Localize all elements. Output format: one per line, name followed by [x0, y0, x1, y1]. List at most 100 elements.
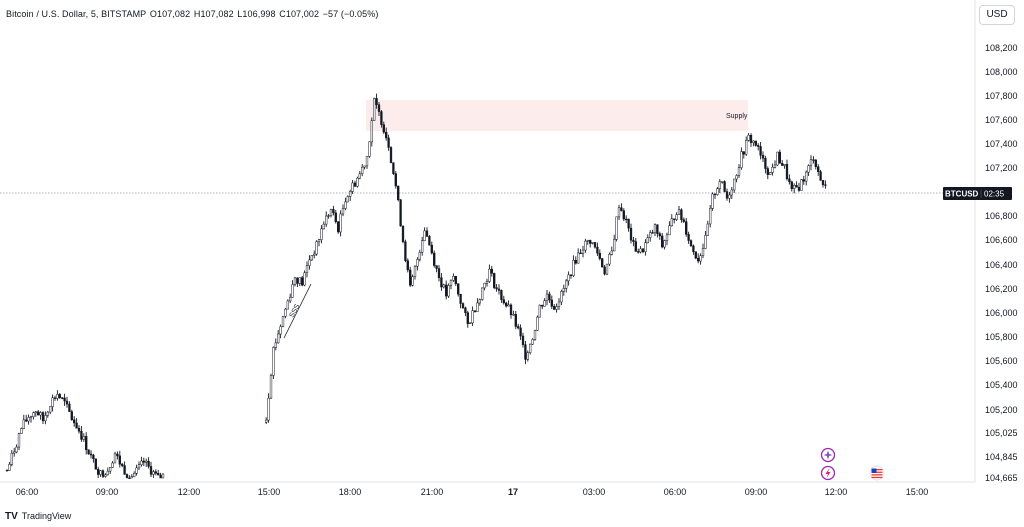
candle	[313, 250, 316, 259]
candle	[351, 180, 354, 195]
candle	[517, 323, 520, 330]
candle	[761, 151, 765, 162]
candle	[725, 188, 729, 201]
candle	[735, 174, 738, 183]
candle	[10, 450, 13, 467]
candle	[125, 473, 129, 479]
candle	[116, 451, 119, 460]
candle	[529, 343, 532, 355]
symbol-legend[interactable]: Bitcoin / U.S. Dollar, 5, BITSTAMP O107,…	[6, 9, 379, 19]
candle	[783, 164, 786, 169]
candle	[37, 409, 40, 416]
candle	[579, 248, 582, 254]
candle	[418, 249, 421, 262]
candle	[759, 142, 762, 160]
candle	[483, 282, 486, 291]
candle	[317, 238, 321, 247]
lightning-icon[interactable]	[820, 465, 836, 481]
y-tick-label: 104,845	[985, 452, 1018, 462]
candle	[473, 310, 477, 313]
candle	[68, 401, 71, 412]
y-tick-label: 108,000	[985, 67, 1018, 77]
x-tick-label: 12:00	[178, 487, 201, 497]
candle	[790, 180, 793, 192]
tradingview-footer[interactable]: TV TradingView	[5, 509, 71, 523]
supply-zone[interactable]: Supply	[366, 100, 748, 131]
us-flag-icon[interactable]	[869, 465, 885, 481]
candle	[382, 121, 385, 134]
candle	[776, 151, 779, 167]
candle	[80, 425, 83, 442]
badge-countdown: 02:35	[984, 190, 1005, 199]
candle	[274, 338, 277, 351]
candle	[308, 255, 311, 270]
candle	[133, 471, 136, 478]
candle	[723, 180, 726, 193]
candle	[603, 265, 606, 276]
candle	[459, 293, 462, 309]
candle	[137, 461, 141, 470]
candle	[519, 324, 522, 341]
legend-high: H107,082	[193, 9, 234, 19]
candle	[147, 457, 150, 469]
sss-trendline[interactable]: SSS	[283, 283, 312, 339]
candle	[653, 223, 657, 237]
candle	[553, 304, 556, 310]
candle	[689, 239, 693, 248]
candle	[740, 147, 743, 170]
candle	[773, 160, 777, 169]
y-tick-label: 106,400	[985, 260, 1018, 270]
candle	[442, 283, 445, 289]
candle	[346, 195, 349, 203]
y-tick-label: 105,200	[985, 405, 1018, 415]
candle	[461, 302, 465, 309]
y-tick-label: 106,600	[985, 235, 1018, 245]
candle	[661, 232, 664, 249]
supply-zone-rect[interactable]	[366, 100, 748, 131]
candle	[61, 397, 64, 400]
candle	[298, 277, 301, 287]
sss-line[interactable]	[283, 283, 312, 339]
candle	[135, 464, 138, 476]
candle	[401, 225, 405, 244]
candle	[63, 393, 66, 406]
candle	[752, 140, 755, 147]
candle	[567, 271, 570, 286]
candle	[457, 283, 460, 297]
candle	[675, 212, 678, 222]
candle	[411, 274, 414, 287]
candle	[730, 186, 733, 199]
candle	[615, 216, 618, 242]
candle	[821, 180, 825, 188]
candle	[524, 340, 527, 365]
candle	[27, 414, 30, 425]
candle	[87, 449, 90, 455]
candle	[29, 415, 33, 423]
candle	[639, 246, 642, 254]
candle	[665, 232, 669, 246]
candle	[327, 213, 330, 219]
candle	[25, 414, 28, 423]
legend-change: −57 (−0.05%)	[322, 9, 379, 19]
price-axis[interactable]	[975, 0, 1024, 527]
sparkle-icon[interactable]	[820, 447, 836, 463]
candle	[574, 256, 577, 265]
candle	[497, 284, 501, 295]
candle	[303, 270, 306, 287]
candle	[356, 176, 359, 188]
candle	[380, 110, 383, 128]
candle	[699, 253, 702, 265]
y-tick-label: 106,200	[985, 284, 1018, 294]
candle	[41, 411, 45, 424]
candle	[322, 221, 325, 230]
candle	[641, 248, 645, 254]
candle	[430, 241, 433, 255]
x-axis-labels: 06:00 09:00 12:00 15:00 18:00 21:00 17 03:00 06:…	[16, 487, 929, 497]
currency-button[interactable]: USD	[979, 5, 1015, 25]
candle	[15, 444, 18, 454]
candle	[557, 298, 561, 311]
candle	[682, 217, 685, 223]
candle	[89, 450, 93, 459]
candle	[507, 300, 510, 307]
